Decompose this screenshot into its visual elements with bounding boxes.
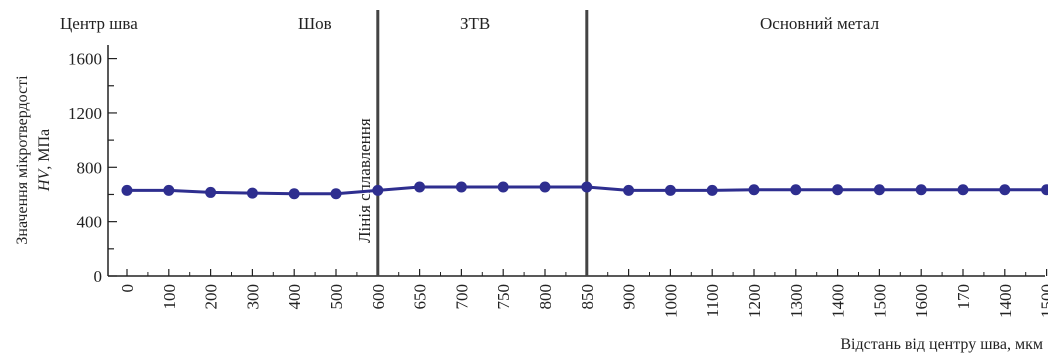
- x-tick-label: 0: [118, 284, 137, 293]
- y-axis-title-symbol: HV: [36, 168, 53, 193]
- data-point: [455, 181, 467, 193]
- x-ticks: 0 100 200 300 400 500 600 650 700 750 800 850 900 100…: [118, 269, 1048, 318]
- zone-label-haz: ЗТВ: [460, 14, 490, 33]
- data-point: [915, 184, 927, 196]
- y-ticks: 0 400 800 1200 1600: [68, 50, 117, 286]
- data-point: [748, 184, 760, 196]
- y-axis-title-unit: , МПа: [36, 129, 53, 170]
- x-tick-label: 500: [327, 284, 346, 310]
- x-axis-title: Відстань від центру шва, мкм: [840, 336, 1043, 353]
- y-tick-label: 400: [77, 213, 103, 232]
- y-tick-label: 1200: [68, 104, 102, 123]
- data-point: [497, 181, 509, 193]
- zone-label-weld-center: Центр шва: [60, 14, 138, 33]
- x-tick-label: 1600: [912, 284, 931, 318]
- data-point: [539, 181, 551, 193]
- data-point: [372, 184, 384, 196]
- x-tick-label: 1400: [996, 284, 1015, 318]
- y-axis-title-line1: Значення мікротвердості: [14, 75, 31, 245]
- x-tick-label: 1000: [661, 284, 680, 318]
- data-point: [1041, 184, 1048, 196]
- data-point: [957, 184, 969, 196]
- y-tick-label: 0: [94, 267, 103, 286]
- data-point: [330, 188, 342, 200]
- x-tick-label: 300: [243, 284, 262, 310]
- x-tick-label: 600: [369, 284, 388, 310]
- x-tick-label: 750: [494, 284, 513, 310]
- data-point: [205, 186, 217, 198]
- x-tick-label: 170: [954, 284, 973, 310]
- x-tick-label: 800: [536, 284, 555, 310]
- data-point: [790, 184, 802, 196]
- y-axis-title: Значення мікротвердості HV, МПа: [14, 75, 53, 245]
- x-tick-label: 400: [285, 284, 304, 310]
- x-tick-label: 1300: [787, 284, 806, 318]
- x-tick-label: 1500: [1038, 284, 1048, 318]
- zone-boundaries: [376, 10, 589, 276]
- x-tick-label: 1100: [703, 284, 722, 317]
- y-axis-title-line2: HV, МПа: [36, 129, 53, 192]
- x-tick-label: 100: [160, 284, 179, 310]
- x-tick-label: 200: [202, 284, 221, 310]
- data-point: [414, 181, 426, 193]
- zone-label-weld: Шов: [298, 14, 332, 33]
- x-tick-label: 1200: [745, 284, 764, 318]
- x-tick-label: 850: [578, 284, 597, 310]
- hardness-series: [121, 181, 1048, 200]
- y-tick-label: 1600: [68, 50, 102, 69]
- data-point: [623, 184, 635, 196]
- fusion-line-label: Лінія сплавлення: [355, 118, 374, 243]
- data-point: [999, 184, 1011, 196]
- data-point: [664, 184, 676, 196]
- data-point: [121, 184, 133, 196]
- data-point: [873, 184, 885, 196]
- zone-label-base-metal: Основний метал: [760, 14, 880, 33]
- x-tick-label: 1500: [870, 284, 889, 318]
- data-point: [706, 184, 718, 196]
- data-point: [163, 184, 175, 196]
- data-point: [288, 188, 300, 200]
- x-tick-label: 650: [411, 284, 430, 310]
- data-point: [246, 187, 258, 199]
- y-tick-label: 800: [77, 158, 103, 177]
- x-tick-label: 900: [620, 284, 639, 310]
- data-point: [832, 184, 844, 196]
- x-tick-label: 700: [452, 284, 471, 310]
- data-point: [581, 181, 593, 193]
- x-tick-label: 1400: [829, 284, 848, 318]
